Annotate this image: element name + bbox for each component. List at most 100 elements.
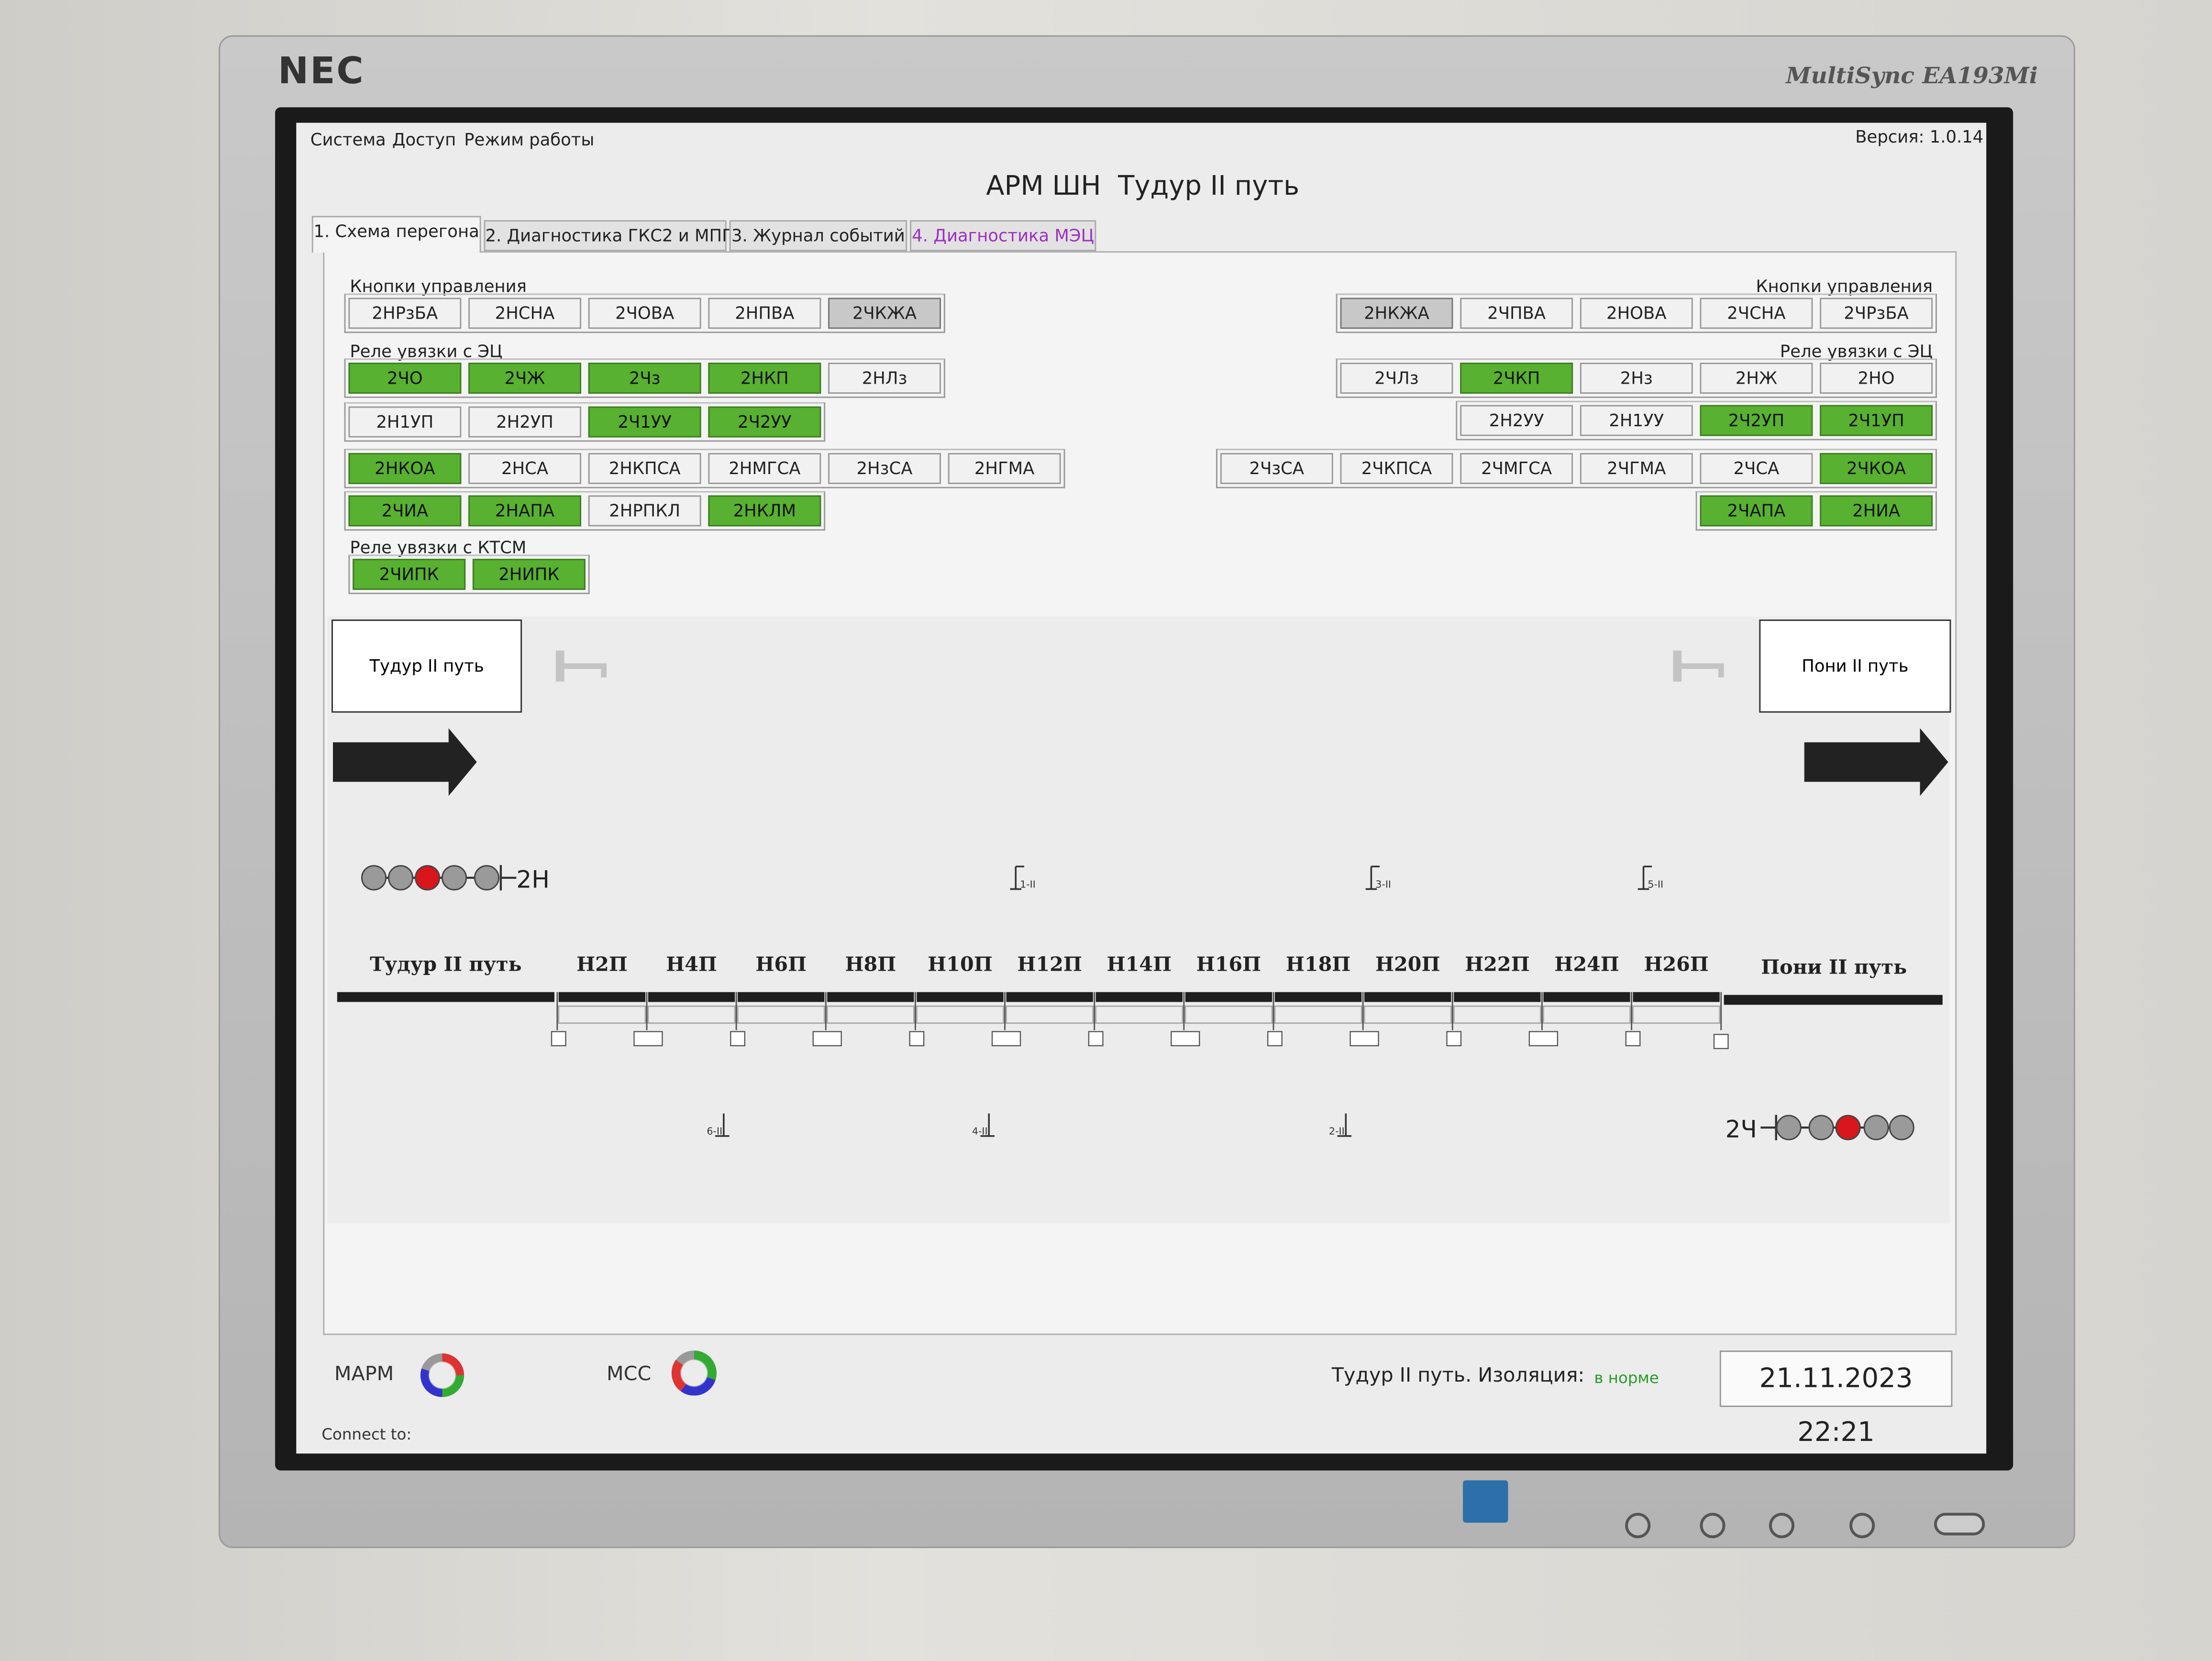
relay-button[interactable]: 2НЖ (1700, 363, 1813, 394)
relay-button[interactable]: 2НЛз (828, 363, 941, 394)
relay-button[interactable]: 2НПВА (708, 298, 821, 329)
relay-button[interactable]: 2НКЛМ (708, 495, 821, 527)
relay-button[interactable]: 2ЧЖ (468, 363, 581, 394)
relay-button[interactable]: 2НИПК (472, 559, 586, 590)
relay-button[interactable]: 2НРзБА (348, 298, 462, 329)
track-section (1364, 992, 1451, 1002)
track-section-detail (1542, 1005, 1631, 1024)
small-signal (1365, 865, 1380, 890)
relay-button[interactable]: 2НМГСА (708, 453, 821, 484)
monitor-button (1849, 1513, 1875, 1539)
direction-arrow (332, 728, 477, 796)
button-row-frame (1456, 400, 1937, 441)
track-section (1185, 992, 1272, 1002)
relay-button[interactable]: 2Нз (1580, 363, 1693, 394)
button-row-frame (1336, 358, 1937, 398)
relay-button[interactable]: 2Н1УУ (1580, 405, 1693, 436)
relay-button[interactable]: 2ЧОВА (588, 298, 701, 329)
button-row-frame (344, 293, 945, 333)
relay-button[interactable]: 2НСНА (468, 298, 581, 329)
relay-button[interactable]: 2Ч2УУ (708, 406, 821, 438)
relay-button[interactable]: 2НКЖА (1340, 298, 1453, 329)
relay-button[interactable]: 2ЧИПК (353, 559, 466, 590)
relay-button[interactable]: 2ЧзСА (1220, 453, 1333, 484)
joint-box (1446, 1031, 1462, 1047)
monitor-button (1769, 1513, 1795, 1539)
group-label: Реле увязки с ЭЦ (1780, 341, 1933, 362)
relay-button[interactable]: 2НКП (708, 363, 821, 394)
relay-button[interactable]: 2ЧПВА (1460, 298, 1573, 329)
small-signal (715, 1113, 730, 1137)
signal-lamp (1863, 1115, 1889, 1141)
signal-lamp (1776, 1115, 1802, 1141)
menu-item[interactable]: Система (310, 130, 386, 150)
menu-item[interactable]: Доступ (392, 130, 456, 150)
relay-button[interactable]: 2ЧМГСА (1460, 453, 1573, 484)
relay-button[interactable]: 2НИА (1820, 495, 1933, 527)
small-signal-label: 3-II (1375, 878, 1391, 890)
joint-box (1713, 1034, 1729, 1049)
relay-button[interactable]: 2ЧО (348, 363, 462, 394)
section-label: Н18П (1286, 952, 1350, 976)
relay-button[interactable]: 2Ч2УП (1700, 405, 1813, 436)
relay-button[interactable]: 2ЧКЖА (828, 298, 941, 329)
relay-button[interactable]: 2НО (1820, 363, 1933, 394)
relay-button[interactable]: 2НАПА (468, 495, 581, 527)
relay-button[interactable]: 2Н2УП (468, 406, 581, 438)
button-row-frame (1695, 491, 1937, 531)
relay-button[interactable]: 2ЧГМА (1580, 453, 1693, 484)
status-label: МСС (607, 1363, 652, 1386)
relay-button[interactable]: 2ЧСНА (1700, 298, 1813, 329)
relay-button[interactable]: 2ЧЛз (1340, 363, 1453, 394)
relay-button[interactable]: 2Чз (588, 363, 701, 394)
tab[interactable]: 2. Диагностика ГКС2 и МПП (484, 220, 735, 252)
signal-lamp (1808, 1115, 1834, 1141)
isolation-label: Тудур II путь. Изоляция: (1331, 1364, 1585, 1387)
menu-item[interactable]: Режим работы (464, 130, 595, 150)
section-label: Н14П (1107, 952, 1172, 976)
joint-box (909, 1031, 925, 1047)
relay-button[interactable]: 2ЧКП (1460, 363, 1573, 394)
small-signal-label: 1-II (1020, 878, 1036, 890)
relay-button[interactable]: 2ЧКПСА (1340, 453, 1453, 484)
relay-button[interactable]: 2Н2УУ (1460, 405, 1573, 436)
relay-button[interactable]: 2НГМА (948, 453, 1061, 484)
tab[interactable]: 3. Журнал событий (729, 220, 907, 252)
brand: NEC (277, 51, 365, 93)
joint-box (1171, 1031, 1200, 1047)
datetime: 21.11.2023 22:21 (1719, 1351, 1953, 1448)
relay-button[interactable]: 2НСА (468, 453, 581, 484)
relay-button[interactable]: 2Н1УП (348, 406, 462, 438)
relay-button[interactable]: 2ЧКОА (1820, 453, 1933, 484)
relay-button[interactable]: 2НОВА (1580, 298, 1693, 329)
tab[interactable]: 1. Схема перегона (311, 216, 481, 253)
signal-lamp (361, 865, 387, 891)
relay-button[interactable]: 2НКПСА (588, 453, 701, 484)
signal-lamp (474, 865, 499, 891)
joint-box (1088, 1031, 1104, 1047)
track-section-detail (1453, 1005, 1541, 1024)
station-box[interactable]: Тудур II путь (332, 619, 522, 713)
relay-button[interactable]: 2ЧСА (1700, 453, 1813, 484)
relay-button[interactable]: 2НКОА (348, 453, 462, 484)
relay-button[interactable]: 2ЧАПА (1700, 495, 1813, 527)
relay-button[interactable]: 2ЧРзБА (1820, 298, 1933, 329)
relay-button[interactable]: 2Ч1УП (1820, 405, 1933, 436)
relay-button[interactable]: 2НзСА (828, 453, 941, 484)
barrier-icon (555, 650, 607, 682)
power-button[interactable] (1934, 1513, 1985, 1536)
status-label: МАРМ (334, 1363, 394, 1386)
track-section-detail (558, 1005, 646, 1024)
relay-button[interactable]: 2ЧИА (348, 495, 462, 527)
joint-box (1528, 1031, 1559, 1047)
tab[interactable]: 4. Диагностика МЭЦ (910, 220, 1096, 252)
station-box[interactable]: Пони II путь (1759, 619, 1951, 713)
relay-button[interactable]: 2Ч1УУ (588, 406, 701, 438)
signal-lamp (387, 865, 414, 891)
isolation-state: в норме (1594, 1369, 1659, 1387)
track-section (917, 992, 1004, 1002)
version: Версия: 1.0.14 (1855, 127, 1984, 147)
relay-button[interactable]: 2НРПКЛ (588, 495, 701, 527)
track-section (648, 992, 735, 1002)
